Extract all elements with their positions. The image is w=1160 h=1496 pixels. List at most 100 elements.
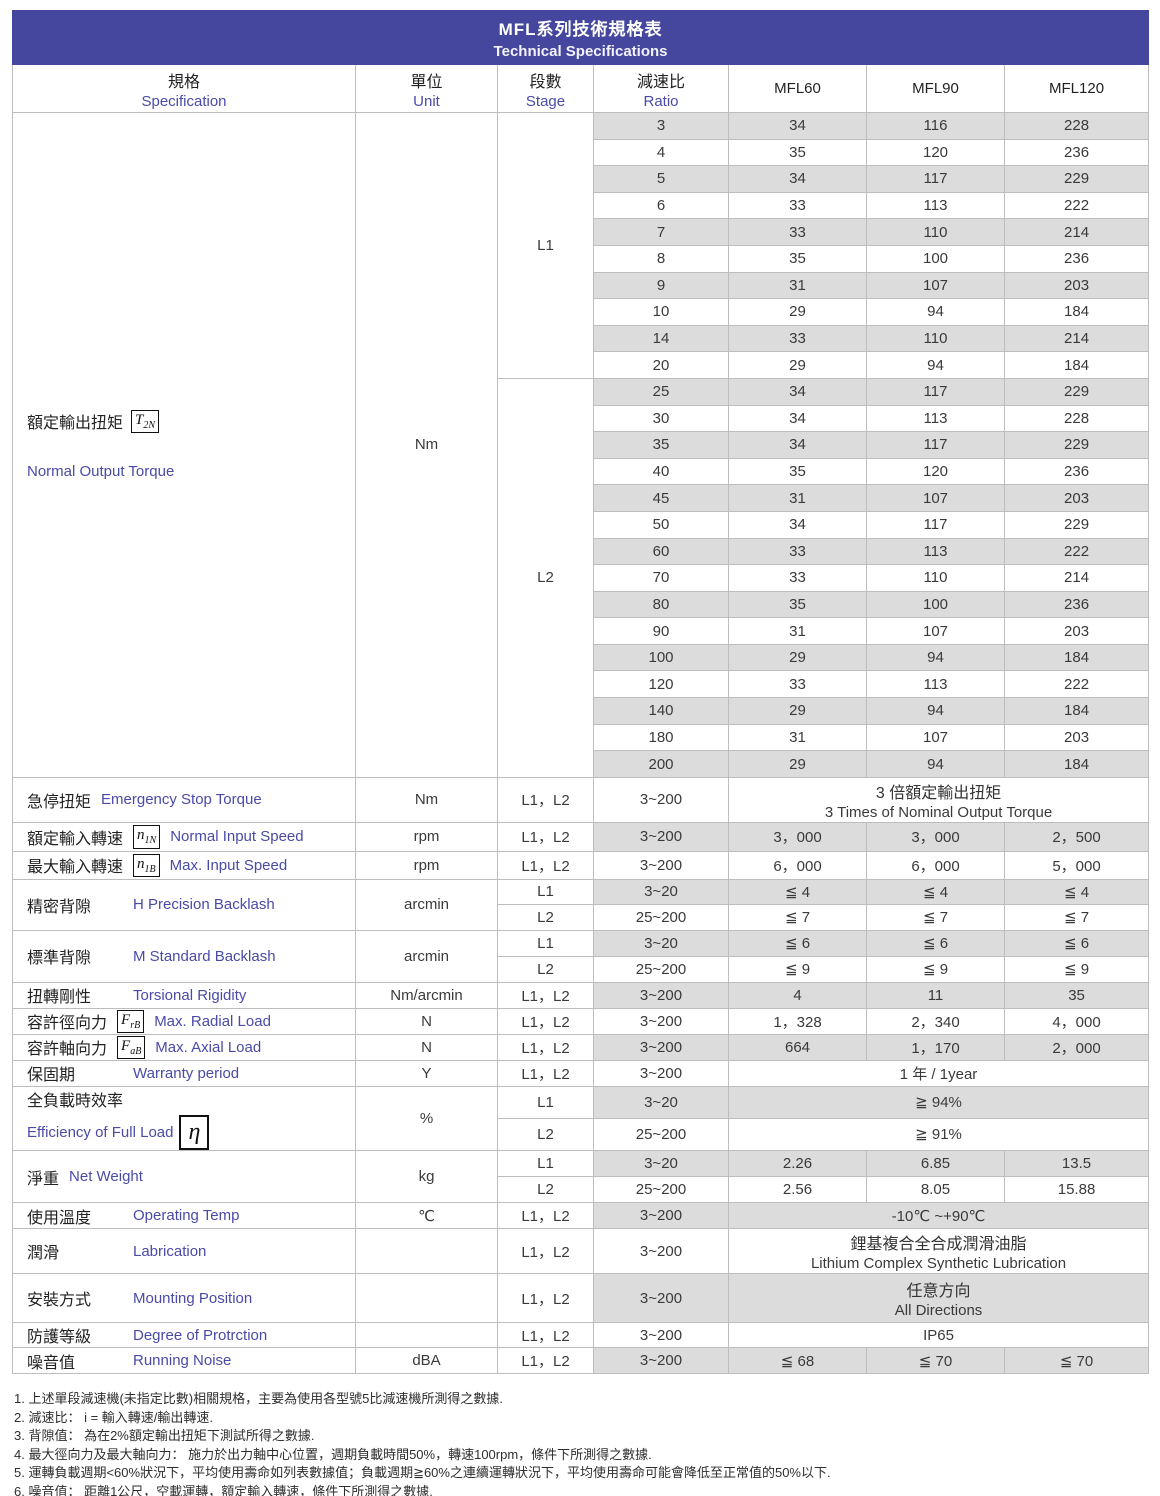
spec-label-en: Normal Input Speed [170, 828, 304, 846]
span-value-cell: IP65 [727, 1322, 1150, 1349]
spec-row-normal-input: 額定輸入轉速 n1N Normal Input Speed rpm L1，L2 3~200… [12, 821, 1150, 852]
value-cell: 3，000 [866, 821, 1005, 852]
spec-label-block: 標準背隙 M Standard Backlash [27, 944, 355, 968]
ratio-cell: 5 [593, 165, 729, 193]
ratio-cell: 3~20 [593, 878, 729, 905]
stage-cell: L1 [497, 929, 594, 957]
spec-label-line2: Efficiency of Full Load η [27, 1114, 210, 1151]
unit-cell: N [355, 1007, 498, 1035]
col-header-mfl90: MFL90 [866, 64, 1005, 113]
col-header-ratio-en: Ratio [643, 92, 679, 110]
span-value-cell: ≧ 91% [727, 1117, 1150, 1152]
ratio-cell: 3~200 [593, 821, 729, 852]
torque-row: 30 34 113 228 [13, 404, 1150, 433]
ratio-cell: 25~200 [593, 1117, 729, 1152]
spec-label-net-weight: 淨重 Net Weight [12, 1150, 356, 1204]
symbol-box: FrB [117, 1009, 145, 1034]
stage-cell: L1，L2 [497, 1202, 594, 1230]
spec-row-precision-backlash: 精密背隙 H Precision Backlash arcmin L1 3~20 ≦ 4 ≦… [12, 878, 1150, 931]
spec-label-en: Mounting Position [133, 1289, 253, 1307]
span-value-line1: 1 年 / 1year [899, 1065, 978, 1083]
span-value-line1: -10℃ ~+90℃ [891, 1207, 986, 1225]
value-cell: 236 [1003, 590, 1150, 619]
unit-cell: dBA [355, 1347, 498, 1375]
spec-label-block: 潤滑 Labrication [27, 1239, 355, 1263]
stage-cell: L1，L2 [497, 1273, 594, 1324]
value-cell: 94 [866, 298, 1005, 326]
spec-row-radial-load: 容許徑向力 FrB Max. Radial Load N L1，L2 3~200 1，328… [12, 1007, 1150, 1035]
value-cell: 203 [1003, 484, 1150, 512]
col-header-spec-en: Specification [141, 92, 227, 110]
spec-label-zh: 潤滑 [27, 1245, 60, 1263]
value-cell: 120 [866, 138, 1005, 167]
spec-label-protection: 防護等級 Degree of Protrction [12, 1322, 356, 1349]
unit-cell: arcmin [355, 929, 498, 983]
value-cell: 35 [728, 244, 867, 273]
value-cell: 6.85 [866, 1150, 1005, 1178]
stage-cell: L1，L2 [497, 821, 594, 852]
value-cell: 29 [728, 750, 867, 778]
value-cell: 113 [866, 537, 1005, 566]
span-value-line2: Lithium Complex Synthetic Lubrication [810, 1255, 1067, 1273]
spec-label-block: 噪音值 Running Noise [27, 1349, 355, 1373]
spec-label-en: Net Weight [69, 1168, 143, 1186]
ratio-cell: 100 [593, 643, 729, 672]
spec-row-net-weight: 淨重 Net Weight kg L1 3~20 2.26 6.85 13.5 [12, 1150, 1150, 1204]
span-value-cell: 3 倍額定輸出扭矩 3 Times of Nominal Output Torqu… [727, 776, 1150, 823]
spec-row-precision-backlash: L2 25~200 ≦ 7 ≦ 7 ≦ 7 [13, 903, 1150, 931]
spec-row-noise: 噪音值 Running Noise dBA L1，L2 3~200 ≦ 68 ≦ 70 ≦ 7… [12, 1347, 1150, 1375]
unit-cell [355, 1273, 498, 1324]
unit-cell: Nm [355, 776, 498, 823]
spec-label-lubrication: 潤滑 Labrication [12, 1228, 356, 1275]
stage-cell: L1 [497, 878, 594, 905]
value-cell: 117 [866, 431, 1005, 459]
ratio-cell: 14 [593, 324, 729, 353]
spec-label-torsional-rigidity: 扭轉剛性 Torsional Rigidity [12, 981, 356, 1009]
ratio-cell: 90 [593, 617, 729, 645]
spec-label-emergency: 急停扭矩 Emergency Stop Torque [12, 776, 356, 823]
value-cell: 113 [866, 191, 1005, 220]
value-cell: ≦ 7 [1003, 903, 1150, 931]
torque-row: 90 31 107 203 [13, 617, 1150, 645]
torque-label-en: Normal Output Torque [27, 463, 175, 481]
spec-label-block: 容許徑向力 FrB Max. Radial Load [27, 1009, 355, 1034]
ratio-cell: 35 [593, 431, 729, 459]
spec-label-block: 急停扭矩 Emergency Stop Torque [27, 788, 355, 812]
value-cell: 222 [1003, 191, 1150, 220]
stage-cell: L1，L2 [497, 1059, 594, 1087]
spec-label-block: 額定輸入轉速 n1N Normal Input Speed [27, 825, 355, 849]
spec-row-standard-backlash: L2 25~200 ≦ 9 ≦ 9 ≦ 9 [13, 955, 1150, 983]
spec-label-radial-load: 容許徑向力 FrB Max. Radial Load [12, 1007, 356, 1035]
ratio-cell: 3~200 [593, 776, 729, 823]
ratio-cell: 60 [593, 537, 729, 566]
value-cell: 11 [866, 981, 1005, 1009]
value-cell: 107 [866, 723, 1005, 752]
torque-row: 額定輸出扭矩 T2N Normal Output Torque Nm L1 3 34 116 2… [12, 112, 1150, 778]
value-cell: 2，000 [1003, 1033, 1150, 1061]
stage-cell: L1，L2 [497, 850, 594, 880]
spec-label-zh: 保固期 [27, 1067, 76, 1085]
spec-label-en: Max. Axial Load [155, 1038, 262, 1056]
ratio-cell: 80 [593, 590, 729, 619]
value-cell: 116 [866, 112, 1005, 140]
span-value-line2: 3 Times of Nominal Output Torque [824, 803, 1053, 821]
span-value-cell: -10℃ ~+90℃ [727, 1202, 1150, 1230]
value-cell: 203 [1003, 723, 1150, 752]
ratio-cell: 7 [593, 218, 729, 246]
torque-row: 35 34 117 229 [13, 431, 1150, 459]
value-cell: 34 [728, 431, 867, 459]
ratio-cell: 180 [593, 723, 729, 752]
value-cell: 100 [866, 590, 1005, 619]
ratio-cell: 3~200 [593, 1228, 729, 1275]
stage-cell: L2 [497, 903, 594, 931]
value-cell: 110 [866, 218, 1005, 246]
value-cell: 33 [728, 670, 867, 699]
value-cell: 35 [728, 457, 867, 486]
unit-cell: ℃ [355, 1202, 498, 1230]
value-cell: ≦ 7 [728, 903, 867, 931]
spec-label-mounting: 安裝方式 Mounting Position [12, 1273, 356, 1324]
col-header-unit: 單位 Unit [355, 64, 498, 113]
value-cell: 8.05 [866, 1176, 1005, 1204]
torque-row: 100 29 94 184 [13, 643, 1150, 672]
spec-row-max-input: 最大輸入轉速 n1B Max. Input Speed rpm L1，L2 3~200 6，… [12, 850, 1150, 880]
